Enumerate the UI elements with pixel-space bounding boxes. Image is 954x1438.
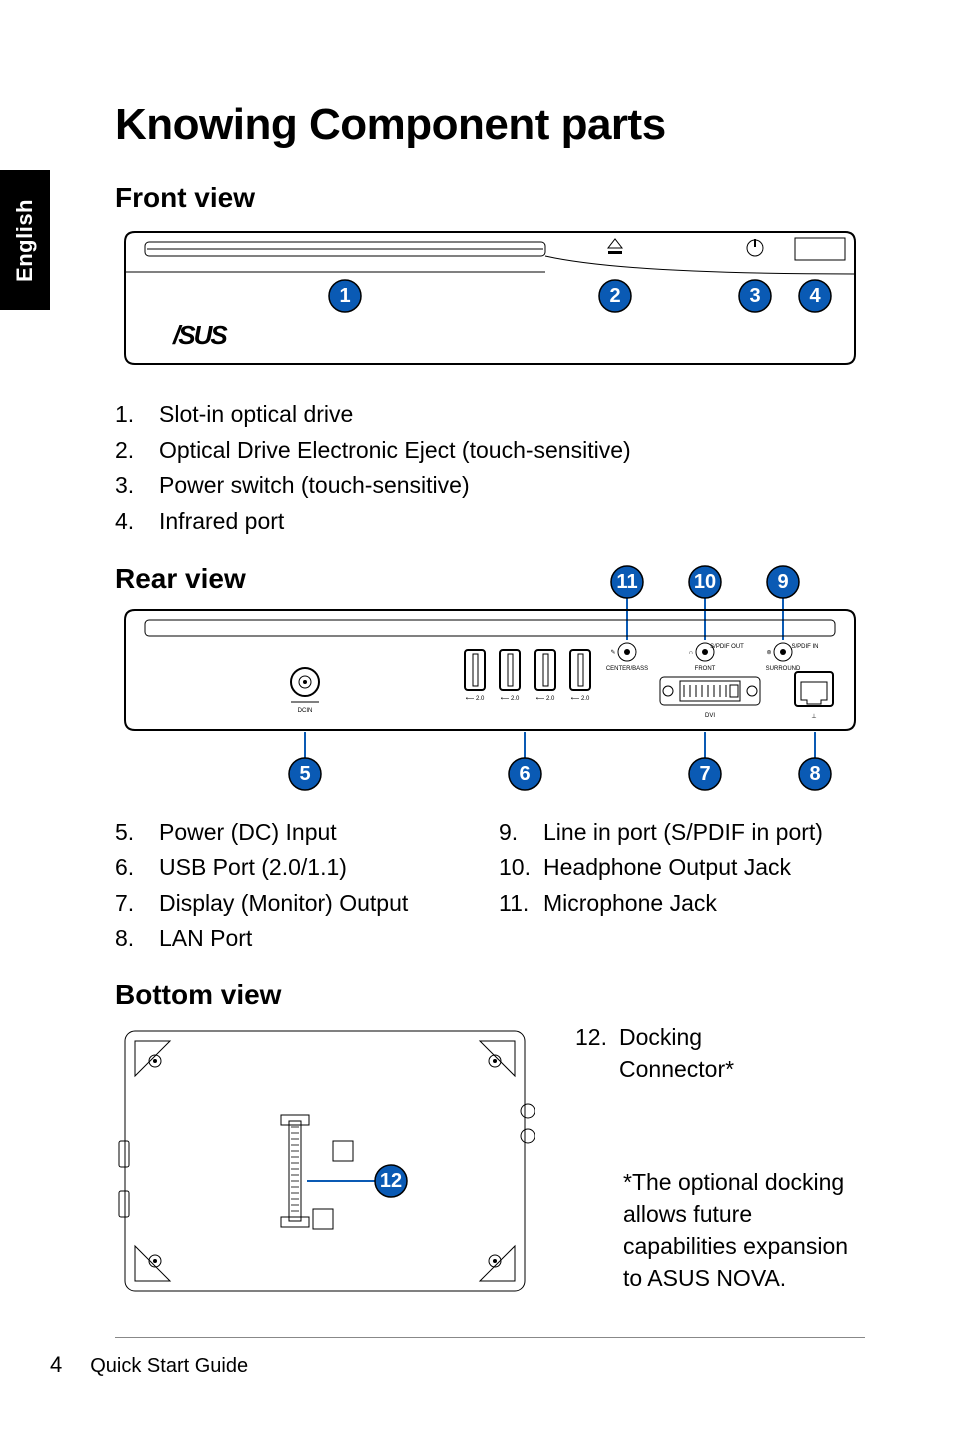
doc-title: Quick Start Guide xyxy=(90,1355,248,1378)
audio-jacks: ✎ CENTER/BASS ∩ S/PDIF OUT FRONT ⊚ S/PDI… xyxy=(606,643,819,672)
rear-callout-5: 5 xyxy=(289,732,321,790)
docking-note: *The optional docking allows future capa… xyxy=(623,1166,865,1295)
list-item: 7.Display (Monitor) Output xyxy=(115,886,481,922)
list-item: 10.Headphone Output Jack xyxy=(499,850,865,886)
page-number: 4 xyxy=(50,1352,62,1378)
language-label: English xyxy=(12,199,38,282)
rear-view-heading-svg: Rear view xyxy=(115,563,246,594)
svg-text:CENTER/BASS: CENTER/BASS xyxy=(606,666,648,672)
power-icon xyxy=(747,239,763,256)
front-callout-3: 3 xyxy=(739,280,771,312)
svg-text:FRONT: FRONT xyxy=(695,666,716,672)
svg-text:⟵ 2.0: ⟵ 2.0 xyxy=(501,696,520,702)
front-callout-2: 2 xyxy=(599,280,631,312)
page-footer: 4 Quick Start Guide xyxy=(50,1352,248,1378)
rear-parts-columns: 5.Power (DC) Input 6.USB Port (2.0/1.1) … xyxy=(115,815,865,958)
front-callout-4: 4 xyxy=(799,280,831,312)
list-item: 4.Infrared port xyxy=(115,504,865,540)
svg-text:6: 6 xyxy=(519,763,530,785)
svg-text:1: 1 xyxy=(339,285,350,307)
page-title: Knowing Component parts xyxy=(115,100,865,150)
bottom-callout-12: 12 xyxy=(307,1165,407,1197)
content-area: Knowing Component parts Front view xyxy=(115,100,865,1301)
usb-ports: ⟵ 2.0 ⟵ 2.0 ⟵ 2.0 ⟵ 2.0 xyxy=(465,650,590,702)
svg-text:S/PDIF OUT: S/PDIF OUT xyxy=(710,644,744,650)
svg-text:12: 12 xyxy=(380,1170,402,1192)
rear-view-diagram: Rear view 11 10 9 xyxy=(115,562,865,792)
svg-text:11: 11 xyxy=(616,571,637,593)
svg-text:4: 4 xyxy=(809,285,821,307)
dcin-port: DCIN xyxy=(291,668,319,714)
svg-text:⊥: ⊥ xyxy=(811,713,816,720)
svg-text:5: 5 xyxy=(299,763,310,785)
list-item: 9.Line in port (S/PDIF in port) xyxy=(499,815,865,851)
rear-parts-right: 9.Line in port (S/PDIF in port) 10.Headp… xyxy=(499,815,865,958)
svg-text:9: 9 xyxy=(777,571,788,593)
svg-text:3: 3 xyxy=(749,285,760,307)
bottom-view-diagram: 12 xyxy=(115,1021,535,1301)
list-item: 5.Power (DC) Input xyxy=(115,815,481,851)
svg-text:10: 10 xyxy=(694,571,716,593)
asus-logo: /SUS xyxy=(172,320,228,350)
list-item: 11.Microphone Jack xyxy=(499,886,865,922)
front-view-diagram: /SUS 1 2 3 4 xyxy=(115,224,865,374)
front-callout-1: 1 xyxy=(329,280,361,312)
svg-text:7: 7 xyxy=(699,763,710,785)
bottom-view-text: 12.Docking Connector* *The optional dock… xyxy=(575,1021,865,1294)
list-item: 8.LAN Port xyxy=(115,921,481,957)
list-item: 12.Docking Connector* xyxy=(575,1021,865,1085)
svg-text:⟵ 2.0: ⟵ 2.0 xyxy=(536,696,555,702)
list-item: 1.Slot-in optical drive xyxy=(115,397,865,433)
footer-rule xyxy=(115,1337,865,1338)
svg-text:2: 2 xyxy=(609,285,620,307)
lan-port: ⊥ xyxy=(795,672,833,720)
rear-callout-10: 10 xyxy=(689,566,721,640)
front-parts-list: 1.Slot-in optical drive 2.Optical Drive … xyxy=(115,397,865,540)
svg-text:S/PDIF IN: S/PDIF IN xyxy=(791,644,818,650)
list-item: 6.USB Port (2.0/1.1) xyxy=(115,850,481,886)
bottom-view-row: 12 12.Docking Connector* *The optional d… xyxy=(115,1021,865,1301)
svg-text:8: 8 xyxy=(809,763,820,785)
front-view-heading: Front view xyxy=(115,182,865,214)
bottom-view-heading: Bottom view xyxy=(115,979,865,1011)
docking-connector-graphic xyxy=(281,1115,309,1227)
svg-text:DCIN: DCIN xyxy=(298,708,313,714)
svg-text:DVI: DVI xyxy=(705,713,715,719)
rear-callout-7: 7 xyxy=(689,732,721,790)
svg-text:⟵ 2.0: ⟵ 2.0 xyxy=(466,696,485,702)
rear-callout-6: 6 xyxy=(509,732,541,790)
dvi-port: DVI xyxy=(660,677,760,719)
svg-text:∩: ∩ xyxy=(689,650,693,656)
list-item: 3.Power switch (touch-sensitive) xyxy=(115,468,865,504)
svg-text:⊚: ⊚ xyxy=(766,650,771,656)
svg-text:⟵ 2.0: ⟵ 2.0 xyxy=(571,696,590,702)
eject-icon xyxy=(608,239,622,254)
svg-text:SURROUND: SURROUND xyxy=(766,666,801,672)
svg-text:✎: ✎ xyxy=(610,649,615,656)
rear-callout-8: 8 xyxy=(799,732,831,790)
rear-callout-9: 9 xyxy=(767,566,799,640)
rear-callout-11: 11 xyxy=(611,566,643,640)
page: English Knowing Component parts Front vi… xyxy=(0,0,954,1438)
list-item: 2.Optical Drive Electronic Eject (touch-… xyxy=(115,433,865,469)
language-tab: English xyxy=(0,170,50,310)
rear-parts-left: 5.Power (DC) Input 6.USB Port (2.0/1.1) … xyxy=(115,815,481,958)
